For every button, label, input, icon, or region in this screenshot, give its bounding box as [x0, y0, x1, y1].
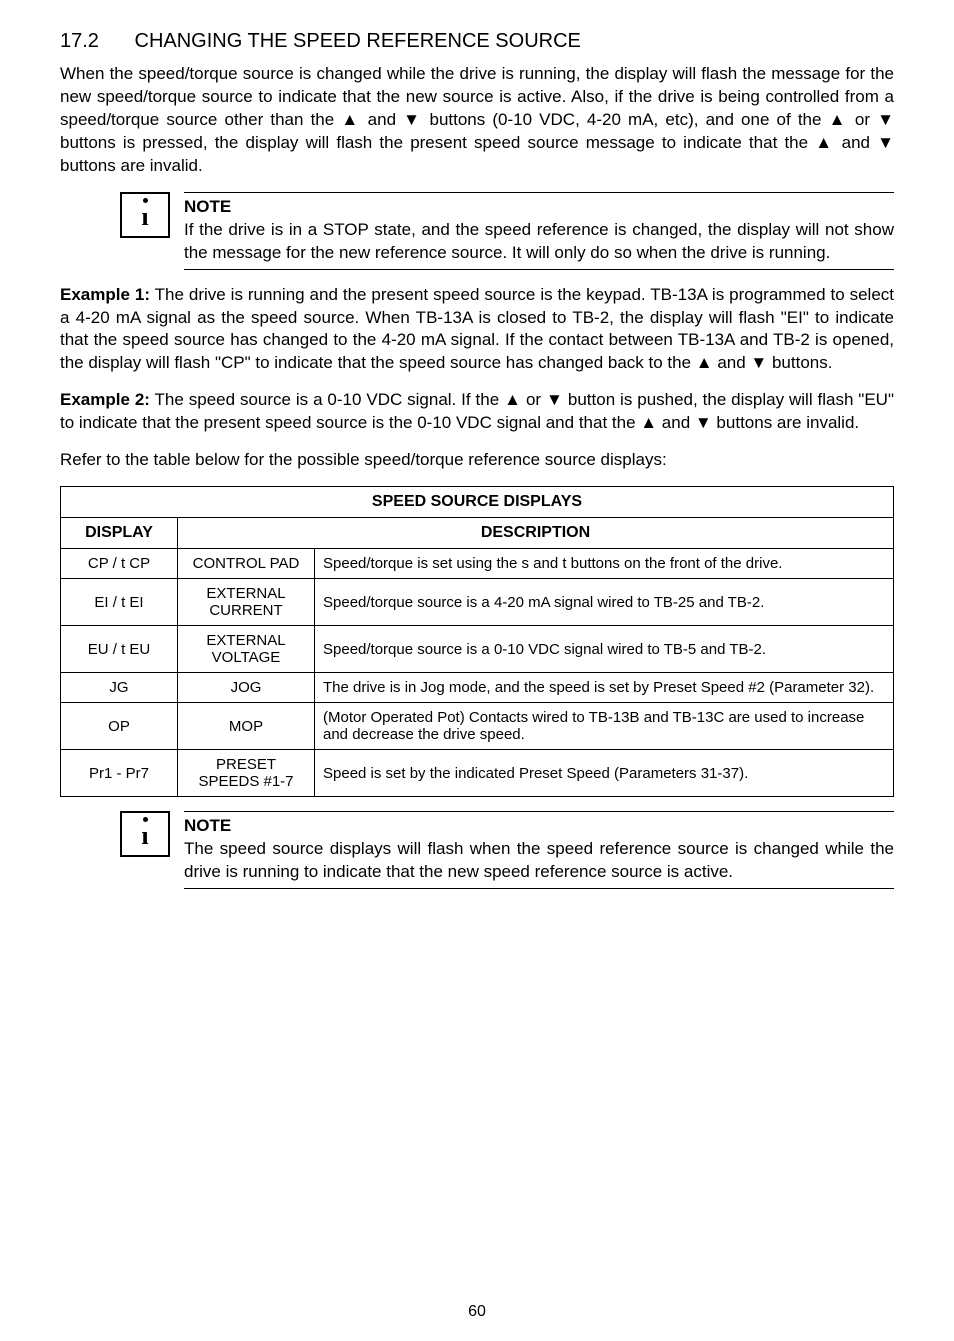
- cell-display: EU / t EU: [61, 626, 178, 673]
- cell-label: JOG: [178, 673, 315, 703]
- speed-source-table: SPEED SOURCE DISPLAYS DISPLAY DESCRIPTIO…: [60, 486, 894, 797]
- cell-desc: The drive is in Jog mode, and the speed …: [315, 673, 894, 703]
- note-title: NOTE: [184, 197, 894, 217]
- cell-label: CONTROL PAD: [178, 549, 315, 579]
- table-row: OP MOP (Motor Operated Pot) Contacts wir…: [61, 703, 894, 750]
- page-number: 60: [0, 1303, 954, 1321]
- header-display: DISPLAY: [61, 518, 178, 549]
- note-text: The speed source displays will flash whe…: [184, 838, 894, 884]
- note-body-2: NOTE The speed source displays will flas…: [184, 811, 894, 889]
- example1-label: Example 1:: [60, 285, 150, 304]
- cell-desc: (Motor Operated Pot) Contacts wired to T…: [315, 703, 894, 750]
- table-row: JG JOG The drive is in Jog mode, and the…: [61, 673, 894, 703]
- cell-display: JG: [61, 673, 178, 703]
- example2-label: Example 2:: [60, 390, 150, 409]
- cell-label: EXTERNAL CURRENT: [178, 579, 315, 626]
- cell-display: CP / t CP: [61, 549, 178, 579]
- note-body-1: NOTE If the drive is in a STOP state, an…: [184, 192, 894, 270]
- page-container: 17.2 CHANGING THE SPEED REFERENCE SOURCE…: [0, 0, 954, 1341]
- table-row: EI / t EI EXTERNAL CURRENT Speed/torque …: [61, 579, 894, 626]
- cell-desc: Speed/torque is set using the s and t bu…: [315, 549, 894, 579]
- example1-paragraph: Example 1: The drive is running and the …: [60, 284, 894, 376]
- cell-display: Pr1 - Pr7: [61, 750, 178, 797]
- section-number: 17.2: [60, 30, 99, 53]
- note-block-2: ı NOTE The speed source displays will fl…: [60, 811, 894, 889]
- example2-text: The speed source is a 0-10 VDC signal. I…: [60, 390, 894, 432]
- info-icon: ı: [120, 811, 170, 857]
- cell-desc: Speed/torque source is a 4-20 mA signal …: [315, 579, 894, 626]
- table-row: Pr1 - Pr7 PRESET SPEEDS #1-7 Speed is se…: [61, 750, 894, 797]
- cell-desc: Speed/torque source is a 0-10 VDC signal…: [315, 626, 894, 673]
- cell-display: OP: [61, 703, 178, 750]
- table-row: CP / t CP CONTROL PAD Speed/torque is se…: [61, 549, 894, 579]
- example1-text: The drive is running and the present spe…: [60, 285, 894, 373]
- table-title-row: SPEED SOURCE DISPLAYS: [61, 487, 894, 518]
- intro-paragraph: When the speed/torque source is changed …: [60, 63, 894, 178]
- example2-paragraph: Example 2: The speed source is a 0-10 VD…: [60, 389, 894, 435]
- header-description: DESCRIPTION: [178, 518, 894, 549]
- note-text: If the drive is in a STOP state, and the…: [184, 219, 894, 265]
- table-title: SPEED SOURCE DISPLAYS: [61, 487, 894, 518]
- cell-label: MOP: [178, 703, 315, 750]
- section-heading: 17.2 CHANGING THE SPEED REFERENCE SOURCE: [60, 30, 894, 53]
- table-header-row: DISPLAY DESCRIPTION: [61, 518, 894, 549]
- refer-paragraph: Refer to the table below for the possibl…: [60, 449, 894, 472]
- cell-display: EI / t EI: [61, 579, 178, 626]
- info-icon: ı: [120, 192, 170, 238]
- cell-desc: Speed is set by the indicated Preset Spe…: [315, 750, 894, 797]
- note-block-1: ı NOTE If the drive is in a STOP state, …: [60, 192, 894, 270]
- cell-label: EXTERNAL VOLTAGE: [178, 626, 315, 673]
- cell-label: PRESET SPEEDS #1-7: [178, 750, 315, 797]
- note-title: NOTE: [184, 816, 894, 836]
- table-row: EU / t EU EXTERNAL VOLTAGE Speed/torque …: [61, 626, 894, 673]
- section-title: CHANGING THE SPEED REFERENCE SOURCE: [135, 30, 581, 52]
